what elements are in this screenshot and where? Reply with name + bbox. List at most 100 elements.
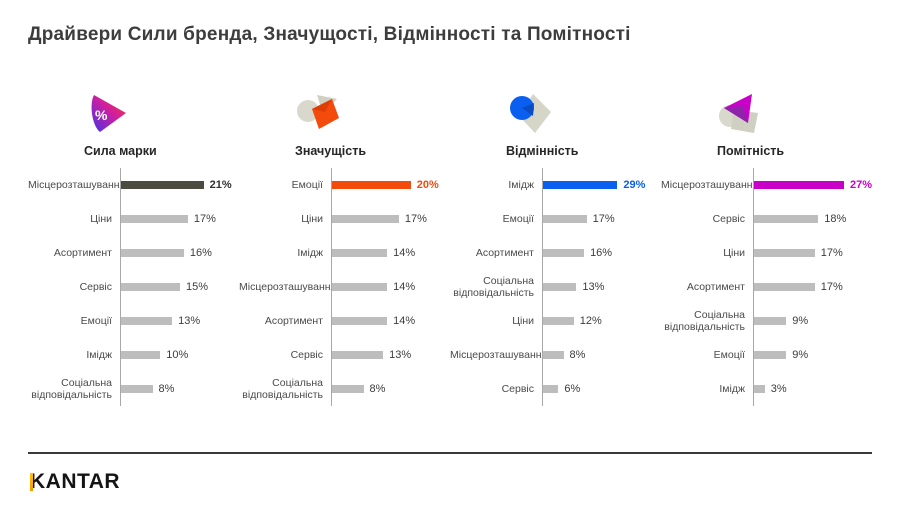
bar-row: Імідж 10% xyxy=(28,338,239,372)
category-label: Ціни xyxy=(301,213,323,225)
bar-area: 15% xyxy=(120,270,239,304)
bar xyxy=(754,249,815,257)
category-label: Асортимент xyxy=(53,247,112,259)
footer-divider xyxy=(28,452,872,454)
different-icon xyxy=(506,90,661,138)
category-label: Соціальна відповідальність xyxy=(453,275,534,299)
panel-title-different: Відмінність xyxy=(506,144,579,158)
bar xyxy=(332,385,364,393)
bar-area: 29% xyxy=(542,168,661,202)
value-label: 17% xyxy=(592,213,615,225)
bar-area: 20% xyxy=(331,168,450,202)
bar-row: Місцерозташування 14% xyxy=(239,270,450,304)
category-label: Асортимент xyxy=(475,247,534,259)
bar-row: Сервіс 15% xyxy=(28,270,239,304)
bar xyxy=(332,215,399,223)
panel-title-meaningful: Значущість xyxy=(295,144,367,158)
bar-row: Місцерозташування 8% xyxy=(450,338,661,372)
bar xyxy=(543,249,585,257)
value-label: 13% xyxy=(389,349,412,361)
bar-row: Сервіс 18% xyxy=(661,202,872,236)
bar-area: 12% xyxy=(542,304,661,338)
value-label: 15% xyxy=(186,281,209,293)
bar-area: 17% xyxy=(753,270,872,304)
bar-row: Імідж 3% xyxy=(661,372,872,406)
category-label: Сервіс xyxy=(501,383,534,395)
svg-text:%: % xyxy=(95,107,108,123)
kantar-logo: KANTAR xyxy=(30,470,120,494)
bar-area: 16% xyxy=(542,236,661,270)
value-label: 14% xyxy=(393,315,416,327)
category-label: Імідж xyxy=(297,247,323,259)
bar xyxy=(543,181,618,189)
bar xyxy=(121,181,204,189)
bar-row: Асортимент 17% xyxy=(661,270,872,304)
category-label: Ціни xyxy=(90,213,112,225)
bar-row: Ціни 17% xyxy=(661,236,872,270)
value-label: 12% xyxy=(579,315,602,327)
bar xyxy=(332,351,384,359)
value-label: 9% xyxy=(792,315,809,327)
category-label: Ціни xyxy=(723,247,745,259)
bar xyxy=(121,249,184,257)
bar-chart-meaningful: Емоції 20% Ціни 17% Імідж 14% Місцерозташуванн… xyxy=(239,168,450,406)
panel-salient: Помітність Місцерозташування 27% Сервіс 18%… xyxy=(661,90,872,406)
bar xyxy=(754,283,815,291)
panel-brand-strength: % Сила марки Місцерозташування 21% Ціни 17%… xyxy=(28,90,239,406)
bar xyxy=(543,215,587,223)
bar-row: Імідж 14% xyxy=(239,236,450,270)
bar xyxy=(754,351,787,359)
category-label: Імідж xyxy=(719,383,745,395)
value-label: 27% xyxy=(849,179,872,191)
value-label: 21% xyxy=(209,179,232,191)
bar-row: Емоції 9% xyxy=(661,338,872,372)
bar-row: Емоції 17% xyxy=(450,202,661,236)
value-label: 8% xyxy=(158,383,175,395)
bar-area: 17% xyxy=(120,202,239,236)
bar xyxy=(754,317,787,325)
category-label: Соціальна відповідальність xyxy=(664,309,745,333)
bar xyxy=(332,181,411,189)
salient-icon xyxy=(717,90,872,138)
bar-row: Асортимент 16% xyxy=(28,236,239,270)
bar-area: 14% xyxy=(331,304,450,338)
bar-area: 14% xyxy=(331,236,450,270)
meaningful-icon xyxy=(295,90,450,138)
bar-row: Емоції 13% xyxy=(28,304,239,338)
value-label: 9% xyxy=(792,349,809,361)
bar xyxy=(332,317,388,325)
bar-area: 9% xyxy=(753,304,872,338)
bar-row: Місцерозташування 27% xyxy=(661,168,872,202)
value-label: 17% xyxy=(404,213,427,225)
bar-area: 13% xyxy=(120,304,239,338)
bar-area: 10% xyxy=(120,338,239,372)
value-label: 18% xyxy=(824,213,847,225)
bar-row: Імідж 29% xyxy=(450,168,661,202)
bar-row: Ціни 12% xyxy=(450,304,661,338)
bar-area: 14% xyxy=(331,270,450,304)
value-label: 10% xyxy=(166,349,189,361)
bar-area: 13% xyxy=(542,270,661,304)
bar-area: 17% xyxy=(753,236,872,270)
bar-area: 8% xyxy=(331,372,450,406)
bar-area: 9% xyxy=(753,338,872,372)
bar xyxy=(332,249,388,257)
category-label: Емоції xyxy=(502,213,534,225)
value-label: 8% xyxy=(369,383,386,395)
value-label: 20% xyxy=(416,179,439,191)
value-label: 16% xyxy=(590,247,613,259)
category-label: Ціни xyxy=(512,315,534,327)
value-label: 13% xyxy=(582,281,605,293)
panel-meaningful: Значущість Емоції 20% Ціни 17% Імідж 14% Місце… xyxy=(239,90,450,406)
bar-chart-salient: Місцерозташування 27% Сервіс 18% Ціни 17% Асор… xyxy=(661,168,872,406)
bar-row: Соціальна відповідальність 8% xyxy=(28,372,239,406)
page-title: Драйвери Сили бренда, Значущості, Відмін… xyxy=(28,24,631,45)
bar xyxy=(332,283,388,291)
bar xyxy=(543,283,577,291)
kantar-logo-text: KANTAR xyxy=(30,470,121,493)
category-label: Асортимент xyxy=(686,281,745,293)
panel-title-salient: Помітність xyxy=(717,144,785,158)
bar-area: 6% xyxy=(542,372,661,406)
category-label: Місцерозташування xyxy=(239,281,337,293)
panels-row: % Сила марки Місцерозташування 21% Ціни 17%… xyxy=(28,90,872,406)
